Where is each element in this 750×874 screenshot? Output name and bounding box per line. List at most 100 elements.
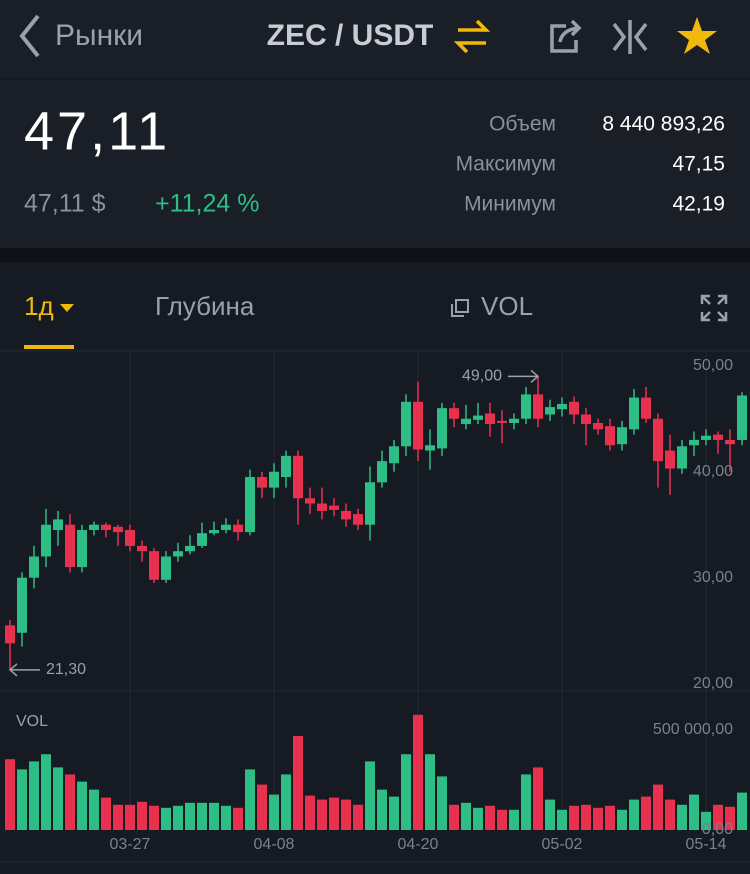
swap-icon[interactable] bbox=[453, 19, 491, 54]
x-tick-label: 03-27 bbox=[110, 836, 151, 853]
stat-value: 42,19 bbox=[672, 193, 725, 216]
volume-bar bbox=[377, 789, 387, 830]
price-change: +11,24 % bbox=[155, 190, 259, 218]
candle-body bbox=[29, 556, 39, 578]
volume-bar bbox=[533, 767, 543, 830]
x-tick-label: 05-02 bbox=[542, 836, 583, 853]
candle-body bbox=[701, 435, 711, 440]
back-icon[interactable] bbox=[19, 14, 40, 58]
volume-bar bbox=[77, 781, 87, 830]
volume-bar bbox=[437, 776, 447, 830]
stat-value: 8 440 893,26 bbox=[602, 113, 725, 136]
volume-bar bbox=[269, 794, 279, 830]
volume-bar bbox=[41, 754, 51, 830]
candle-body bbox=[461, 418, 471, 425]
candle-body bbox=[161, 556, 171, 580]
volume-bar bbox=[365, 761, 375, 830]
volume-bar bbox=[725, 806, 735, 830]
volume-bar bbox=[5, 759, 15, 830]
volume-bar bbox=[137, 801, 147, 830]
volume-bar bbox=[593, 807, 603, 830]
x-tick-label: 04-20 bbox=[398, 836, 439, 853]
candle-body bbox=[77, 530, 87, 568]
volume-tick-label: 500 000,00 bbox=[653, 721, 733, 738]
candle-body bbox=[137, 545, 147, 552]
volume-bar bbox=[17, 769, 27, 830]
candle-body bbox=[665, 450, 675, 469]
candle-body bbox=[53, 519, 63, 531]
top-bar bbox=[0, 0, 750, 78]
volume-bar bbox=[353, 804, 363, 830]
volume-bar bbox=[629, 799, 639, 830]
volume-bar bbox=[389, 796, 399, 830]
dropdown-icon[interactable] bbox=[60, 304, 74, 312]
volume-bar bbox=[713, 804, 723, 830]
tab-vol[interactable]: VOL bbox=[481, 291, 533, 321]
y-tick-label: 30,00 bbox=[693, 569, 733, 586]
volume-bar bbox=[689, 794, 699, 830]
candle-body bbox=[581, 414, 591, 425]
candle-body bbox=[113, 526, 123, 533]
volume-label: VOL bbox=[16, 713, 48, 730]
volume-bar bbox=[113, 804, 123, 830]
candle-body bbox=[401, 401, 411, 447]
candle-body bbox=[209, 530, 219, 534]
volume-bar bbox=[29, 761, 39, 830]
volume-bar bbox=[485, 805, 495, 830]
volume-bar bbox=[449, 804, 459, 830]
candle-body bbox=[65, 524, 75, 568]
volume-bar bbox=[401, 754, 411, 830]
volume-bar bbox=[665, 799, 675, 830]
candle-body bbox=[353, 514, 363, 525]
candle-body bbox=[677, 446, 687, 469]
volume-bar bbox=[473, 807, 483, 830]
volume-bar bbox=[425, 754, 435, 830]
annotation-label: 21,30 bbox=[46, 661, 86, 678]
volume-bar bbox=[65, 774, 75, 830]
fullscreen-icon[interactable] bbox=[700, 294, 728, 322]
candle-body bbox=[185, 545, 195, 552]
volume-bar bbox=[125, 804, 135, 830]
candle-body bbox=[197, 533, 207, 546]
pair-title[interactable]: ZEC / USDT bbox=[267, 19, 434, 52]
tab-interval[interactable]: 1д bbox=[24, 291, 54, 321]
stat-label: Минимум bbox=[464, 193, 556, 216]
candle-body bbox=[221, 524, 231, 531]
compare-icon[interactable] bbox=[612, 20, 648, 54]
annotation-label: 49,00 bbox=[462, 368, 502, 385]
separator bbox=[0, 248, 750, 262]
volume-bar bbox=[281, 774, 291, 830]
stat-value: 47,15 bbox=[672, 153, 725, 176]
tab-depth[interactable]: Глубина bbox=[155, 291, 255, 321]
stat-label: Максимум bbox=[456, 153, 556, 176]
candle-body bbox=[713, 434, 723, 440]
vol-icon[interactable] bbox=[451, 299, 469, 317]
volume-bar bbox=[677, 804, 687, 830]
candle-body bbox=[449, 408, 459, 419]
volume-bar bbox=[641, 796, 651, 830]
volume-bar bbox=[149, 805, 159, 830]
candle-body bbox=[497, 420, 507, 423]
candle-body bbox=[641, 397, 651, 419]
candle-body bbox=[545, 407, 555, 415]
candle-body bbox=[533, 394, 543, 419]
volume-bar bbox=[161, 807, 171, 830]
candle-body bbox=[257, 477, 267, 488]
candle-body bbox=[509, 418, 519, 423]
candle-body bbox=[233, 524, 243, 533]
back-label[interactable]: Рынки bbox=[55, 19, 143, 52]
favorite-icon[interactable] bbox=[677, 17, 717, 54]
volume-bar bbox=[257, 784, 267, 830]
candle-body bbox=[245, 477, 255, 533]
share-icon[interactable] bbox=[550, 19, 582, 53]
annotation-arrowhead bbox=[530, 369, 540, 383]
candle-body bbox=[149, 551, 159, 580]
volume-bar bbox=[233, 807, 243, 830]
volume-bar bbox=[53, 767, 63, 830]
volume-bar bbox=[293, 736, 303, 830]
volume-bar bbox=[737, 792, 747, 830]
volume-bar bbox=[209, 802, 219, 830]
volume-bar bbox=[305, 795, 315, 830]
